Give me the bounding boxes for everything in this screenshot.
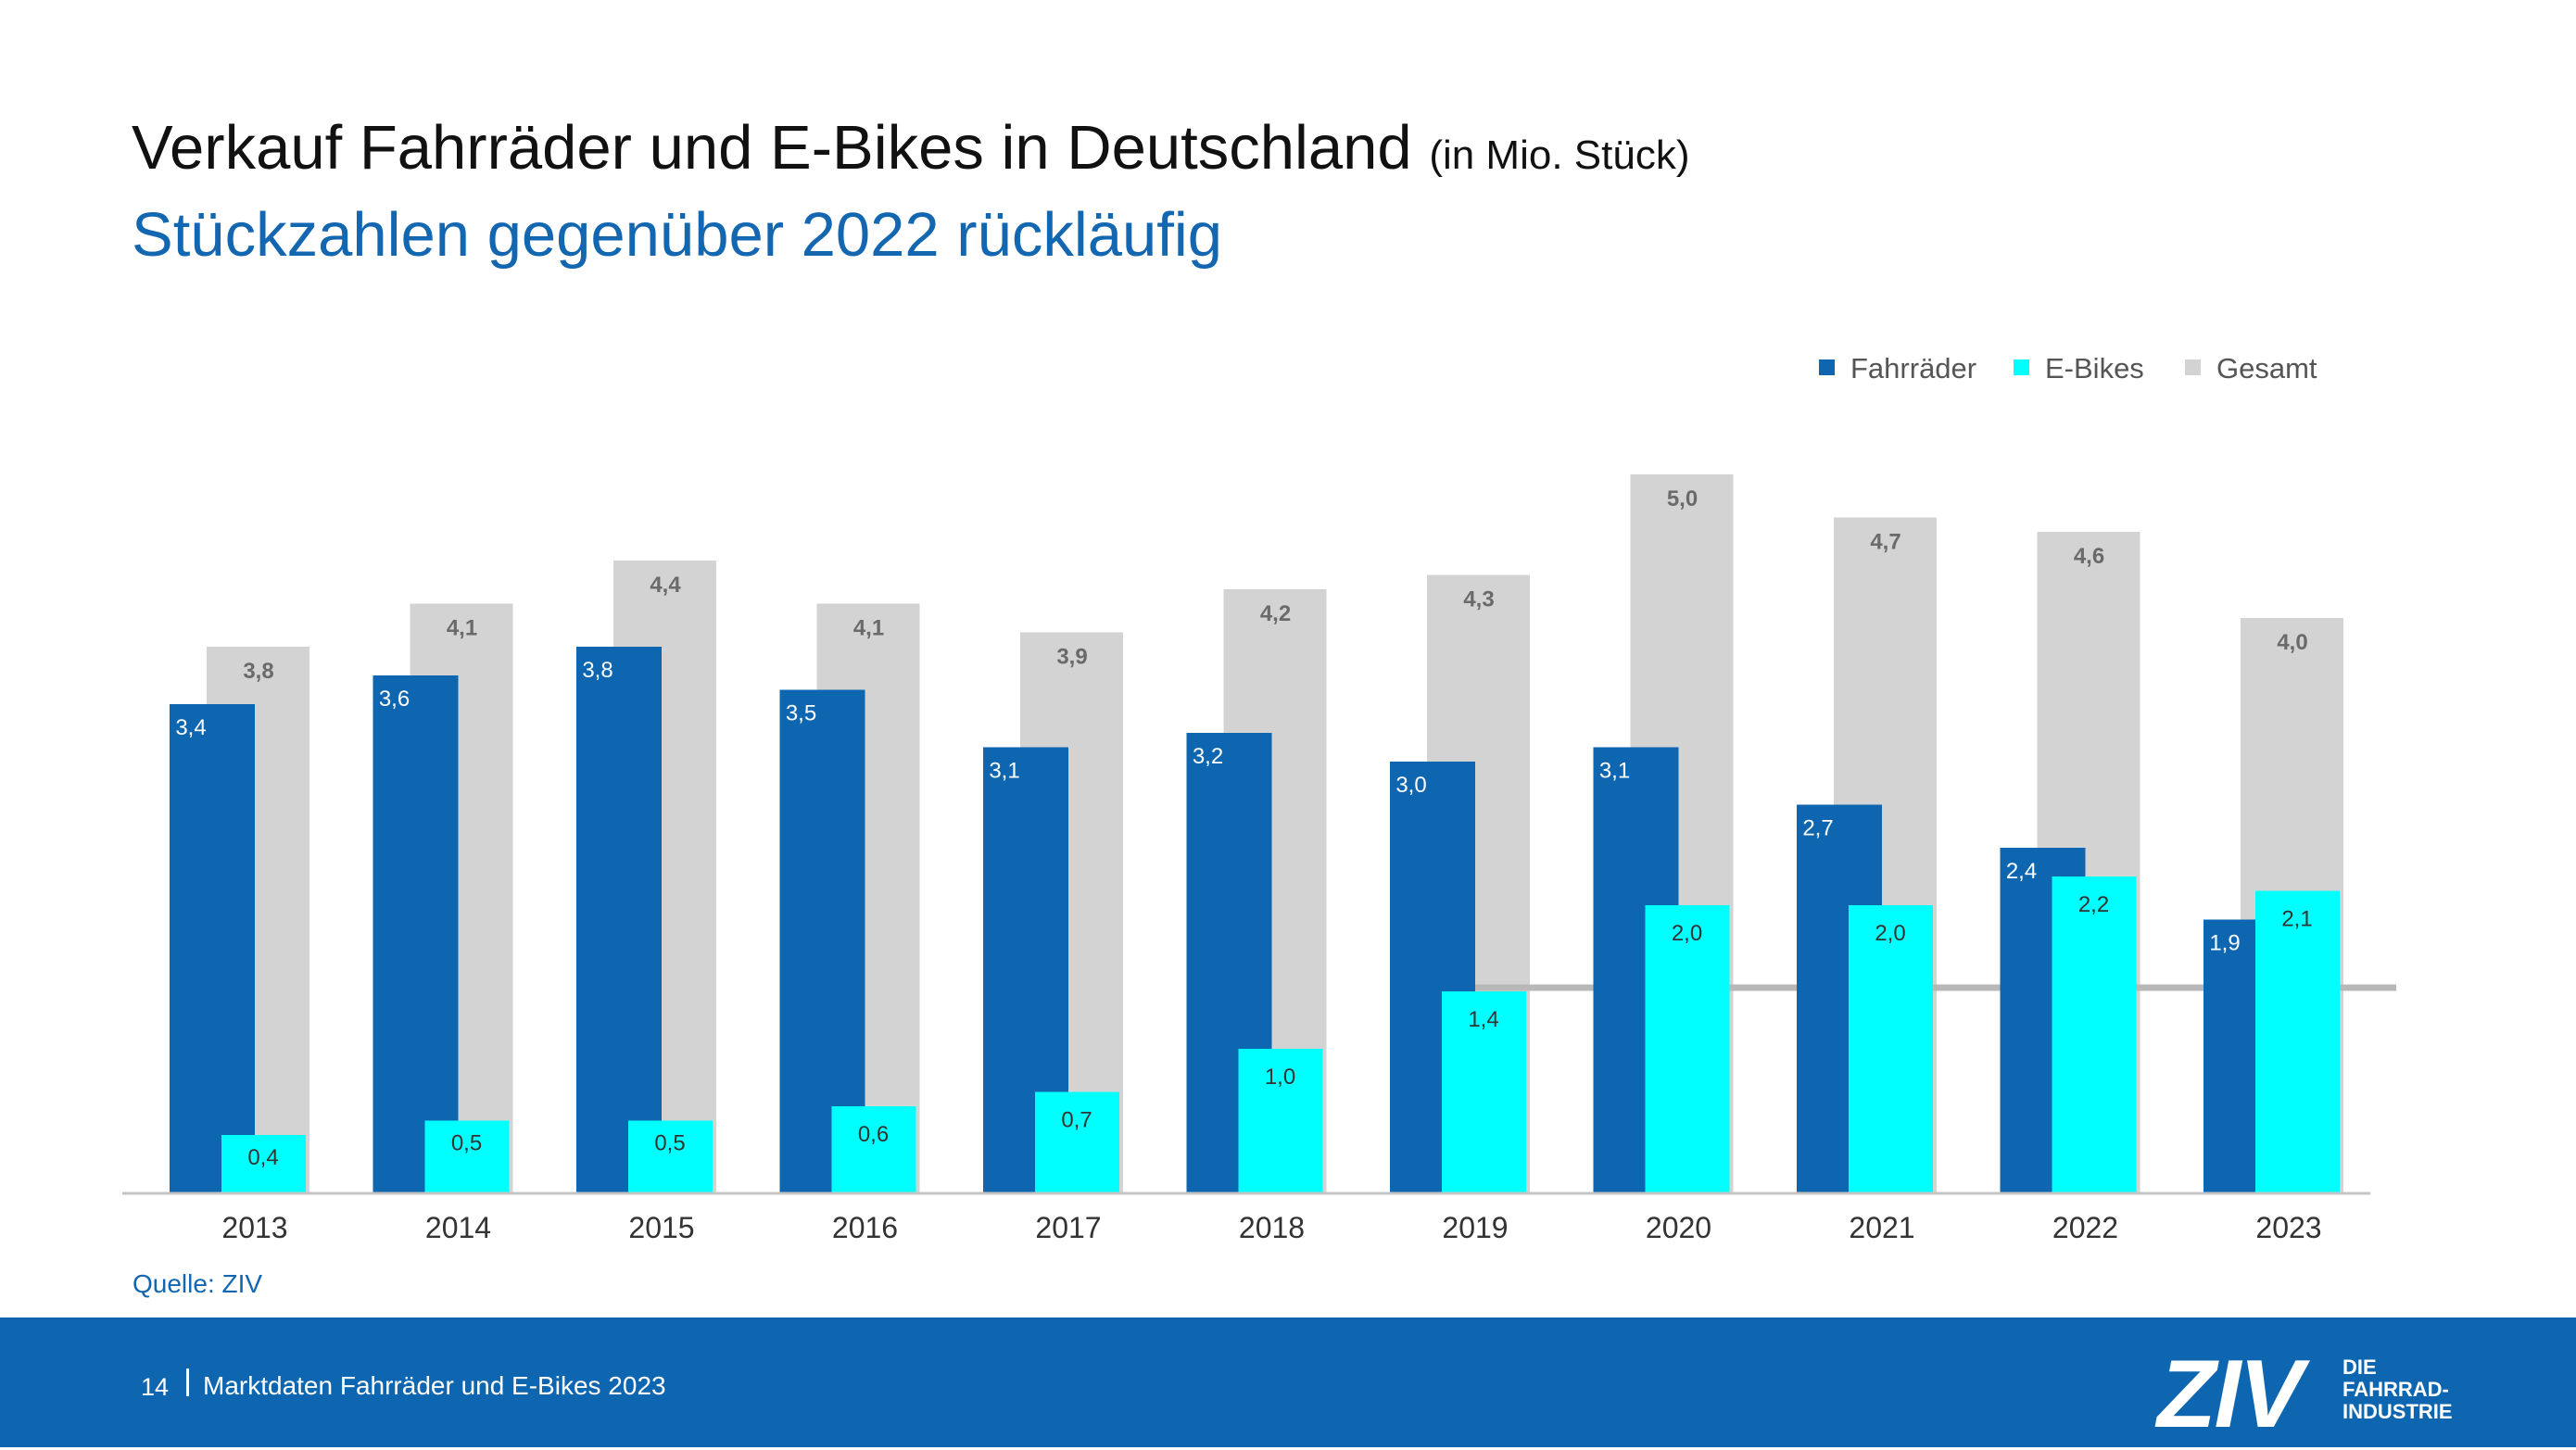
fahrraeder-bar [373,675,459,1192]
fahrraeder-label: 3,8 [582,658,612,683]
ebikes-label: 0,5 [451,1131,482,1156]
ebikes-label: 0,7 [1061,1108,1092,1133]
gesamt-label: 4,4 [650,573,681,598]
x-tick-label: 2016 [832,1211,898,1244]
ebikes-label: 1,0 [1265,1065,1295,1090]
gesamt-label: 4,0 [2277,630,2307,655]
ebikes-label: 2,0 [1875,921,1905,946]
x-tick-label: 2020 [1646,1211,1711,1244]
fahrraeder-bar [170,704,255,1192]
ebikes-label: 0,4 [247,1145,278,1170]
legend-label: Fahrräder [1850,352,1976,385]
x-tick-label: 2018 [1239,1211,1305,1244]
ebikes-label: 2,2 [2078,892,2109,917]
legend-swatch [2014,359,2029,375]
fahrraeder-label: 3,5 [786,701,816,726]
ebikes-label: 1,4 [1468,1007,1498,1032]
ebikes-bar [1442,991,1526,1192]
ebikes-bar [2052,876,2137,1192]
gesamt-label: 3,8 [243,659,273,684]
x-tick-label: 2017 [1035,1211,1101,1244]
chart-title-text: Verkauf Fahrräder und E-Bikes in Deutsch… [132,113,1412,183]
fahrraeder-label: 1,9 [2209,931,2240,956]
ebikes-bar [1035,1091,1119,1192]
fahrraeder-label: 2,7 [1802,816,1833,841]
ebikes-bar [2255,890,2340,1192]
gesamt-label: 4,3 [1463,587,1494,612]
ebikes-bar [221,1135,306,1192]
fahrraeder-bar [576,647,662,1192]
logo-tagline-line: INDUSTRIE [2342,1400,2453,1423]
document-title: Marktdaten Fahrräder und E-Bikes 2023 [203,1371,666,1400]
ebikes-bar [1238,1049,1323,1192]
fahrraeder-label: 3,2 [1193,744,1223,769]
logo-text: ZIV [2157,1341,2304,1448]
fahrraeder-label: 2,4 [2006,859,2037,884]
page-number: 14 [141,1373,170,1401]
chart-title: Verkauf Fahrräder und E-Bikes in Deutsch… [132,109,1689,195]
gesamt-label: 4,6 [2074,544,2104,569]
gesamt-label: 4,7 [1870,530,1900,555]
footer-bar: 14 Marktdaten Fahrräder und E-Bikes 2023… [0,1318,2576,1448]
ebikes-bar [1849,905,1933,1192]
fahrraeder-label: 3,6 [379,687,410,712]
gesamt-label: 4,1 [447,616,477,641]
ebikes-label: 2,0 [1672,921,1702,946]
x-tick-label: 2022 [2052,1211,2118,1244]
fahrraeder-label: 3,4 [175,715,206,740]
ebikes-label: 0,6 [858,1122,889,1147]
gesamt-label: 4,1 [853,616,884,641]
x-tick-label: 2013 [221,1211,287,1244]
title-block: Verkauf Fahrräder und E-Bikes in Deutsch… [132,109,1689,276]
ebikes-label: 0,5 [654,1131,685,1156]
x-tick-label: 2021 [1849,1211,1914,1244]
ebikes-bar [1645,905,1730,1192]
x-tick-label: 2014 [425,1211,491,1244]
footer-separator [186,1368,189,1396]
logo-tagline-line: FAHRRAD- [2342,1378,2449,1401]
chart-title-unit: (in Mio. Stück) [1429,132,1690,178]
gesamt-label: 4,2 [1260,601,1291,626]
source-note: Quelle: ZIV [133,1269,263,1298]
fahrraeder-label: 3,1 [1599,759,1630,784]
legend-swatch [2185,359,2201,375]
legend-swatch [1819,359,1835,375]
ziv-logo: ZIV DIE FAHRRAD- INDUSTRIE [2157,1341,2472,1448]
legend-label: E-Bikes [2045,352,2144,385]
ebikes-bar [831,1106,916,1192]
x-tick-label: 2019 [1442,1211,1508,1244]
logo-tagline-line: DIE [2342,1355,2377,1379]
ebikes-bar [424,1120,510,1192]
fahrraeder-label: 3,0 [1395,773,1426,798]
x-tick-label: 2015 [628,1211,694,1244]
chart-subtitle: Stückzahlen gegenüber 2022 rückläufig [132,200,1223,270]
legend-label: Gesamt [2216,352,2317,385]
x-tick-label: 2023 [2255,1211,2321,1244]
fahrraeder-label: 3,1 [989,759,1019,784]
gesamt-label: 3,9 [1056,645,1087,670]
logo-tagline: DIE FAHRRAD- INDUSTRIE [2342,1356,2453,1423]
bar-chart: 3,8 4,1 4,4 4,1 3,9 4,2 4,3 5,0 4,7 4,6 4,0 3,4 0,4 2… [122,352,2396,1244]
ebikes-label: 2,1 [2281,907,2312,932]
gesamt-label: 5,0 [1667,486,1698,511]
ebikes-bar [628,1120,713,1192]
